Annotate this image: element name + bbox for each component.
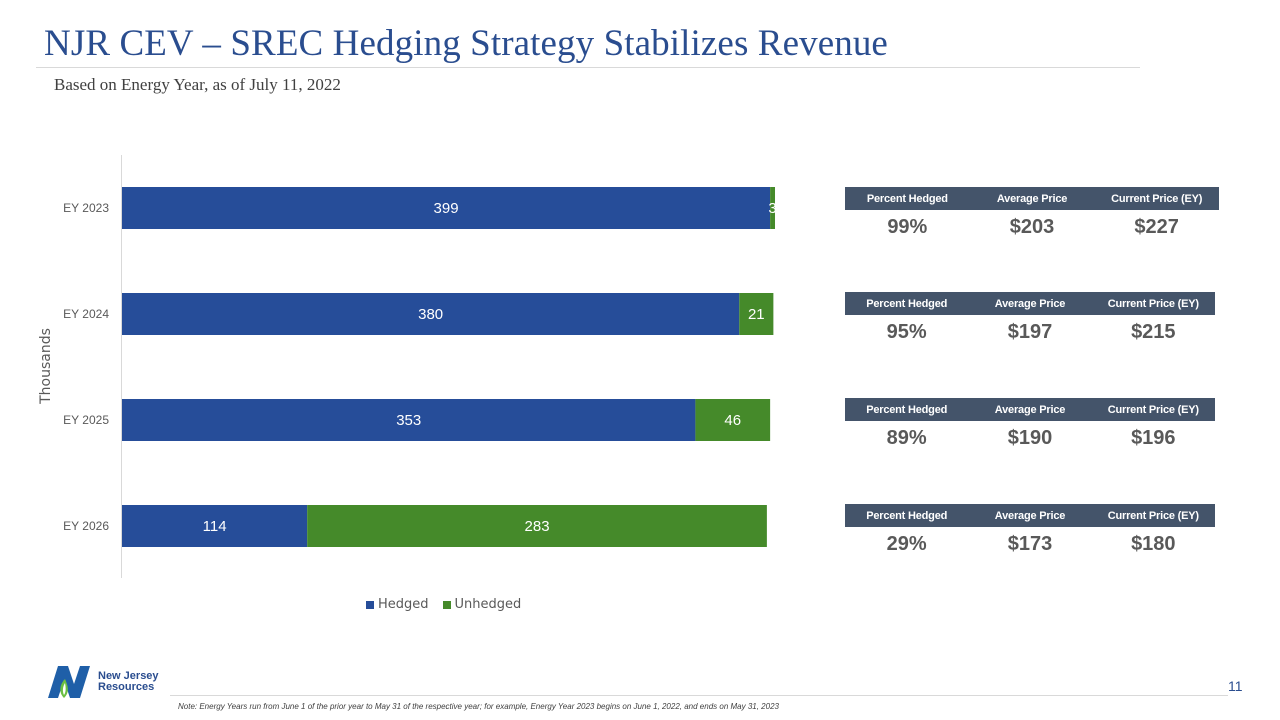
legend-swatch-hedged: [366, 600, 374, 609]
stats-table-ey2023: Percent Hedged Average Price Current Pri…: [845, 187, 1219, 244]
header-percent-hedged: Percent Hedged: [866, 403, 948, 416]
stats-values: 95% $197 $215: [845, 315, 1215, 349]
average-price-value: $197: [1007, 320, 1053, 343]
legend-item-hedged: Hedged: [366, 597, 429, 612]
average-price-value: $173: [1007, 532, 1053, 555]
data-label-hedged: 114: [203, 518, 227, 535]
logo-line-1: New Jersey: [98, 670, 159, 682]
data-label-hedged: 380: [418, 306, 443, 323]
chart-legend: Hedged Unhedged: [366, 597, 535, 612]
logo-text: New Jersey Resources: [98, 671, 159, 693]
data-label-unhedged: 46: [724, 412, 741, 429]
bar-unhedged: [770, 187, 776, 229]
data-label-hedged: 353: [396, 412, 421, 429]
stats-values: 29% $173 $180: [845, 527, 1215, 561]
header-current-price: Current Price (EY): [1111, 192, 1203, 205]
logo-line-2: Resources: [98, 681, 155, 693]
company-logo: New Jersey Resources: [44, 664, 159, 700]
header-percent-hedged: Percent Hedged: [866, 192, 948, 205]
legend-label-hedged: Hedged: [378, 597, 429, 612]
bar-unhedged: [739, 293, 774, 335]
category-label: EY 2024: [63, 307, 109, 321]
bar-group: EY 2023 399 3 EY 2024 380 21 EY 2025 353 46 EY 20…: [63, 187, 777, 547]
legend-item-unhedged: Unhedged: [442, 597, 522, 612]
footnote: Note: Energy Years run from June 1 of th…: [178, 702, 779, 711]
stats-header: Percent Hedged Average Price Current Pri…: [845, 187, 1219, 210]
data-label-hedged: 399: [434, 200, 459, 217]
current-price-value: $180: [1131, 532, 1176, 555]
bar-hedged: [122, 505, 308, 547]
header-current-price: Current Price (EY): [1107, 509, 1199, 522]
header-current-price: Current Price (EY): [1107, 297, 1199, 310]
header-average-price: Average Price: [994, 297, 1066, 310]
stats-table-ey2025: Percent Hedged Average Price Current Pri…: [845, 398, 1215, 455]
header-percent-hedged: Percent Hedged: [866, 509, 948, 522]
legend-label-unhedged: Unhedged: [454, 597, 522, 612]
njr-logo-icon: [48, 666, 90, 698]
category-label: EY 2023: [63, 201, 109, 215]
bar-unhedged: [695, 399, 771, 441]
category-label: EY 2026: [63, 519, 109, 533]
current-price-value: $227: [1134, 215, 1179, 238]
legend-swatch-unhedged: [442, 600, 451, 609]
stats-values: 89% $190 $196: [845, 421, 1215, 455]
hedging-bar-chart: Thousands EY 2023 399 3 EY 2024 380 21 EY 2025…: [38, 155, 777, 578]
stats-header: Percent Hedged Average Price Current Pri…: [845, 504, 1215, 527]
category-label: EY 2025: [63, 413, 109, 427]
percent-hedged-value: 89%: [886, 426, 927, 449]
current-price-value: $215: [1131, 320, 1176, 343]
y-axis-title: Thousands: [38, 328, 54, 405]
percent-hedged-value: 29%: [886, 532, 927, 555]
stats-table-ey2026: Percent Hedged Average Price Current Pri…: [845, 504, 1215, 561]
stats-header: Percent Hedged Average Price Current Pri…: [845, 292, 1215, 315]
header-percent-hedged: Percent Hedged: [866, 297, 948, 310]
stats-header: Percent Hedged Average Price Current Pri…: [845, 398, 1215, 421]
bar-hedged: [122, 399, 696, 441]
header-average-price: Average Price: [994, 509, 1066, 522]
percent-hedged-value: 99%: [887, 215, 928, 238]
stats-table-ey2024: Percent Hedged Average Price Current Pri…: [845, 292, 1215, 349]
average-price-value: $190: [1007, 426, 1053, 449]
bar-unhedged: [307, 505, 767, 547]
stats-values: 99% $203 $227: [845, 210, 1219, 244]
slide-title: NJR CEV – SREC Hedging Strategy Stabiliz…: [44, 23, 888, 64]
data-label-unhedged: 283: [525, 518, 550, 535]
page-number: 11: [1228, 678, 1243, 694]
bar-hedged: [122, 187, 771, 229]
data-label-unhedged: 3: [768, 200, 776, 217]
current-price-value: $196: [1131, 426, 1176, 449]
header-average-price: Average Price: [994, 403, 1066, 416]
bar-hedged: [122, 293, 740, 335]
slide-subtitle: Based on Energy Year, as of July 11, 202…: [54, 75, 341, 94]
header-average-price: Average Price: [996, 192, 1068, 205]
title-divider: [36, 67, 1140, 68]
average-price-value: $203: [1009, 215, 1055, 238]
footer-divider: [170, 695, 1228, 696]
header-current-price: Current Price (EY): [1107, 403, 1199, 416]
percent-hedged-value: 95%: [886, 320, 927, 343]
data-label-unhedged: 21: [748, 306, 765, 323]
